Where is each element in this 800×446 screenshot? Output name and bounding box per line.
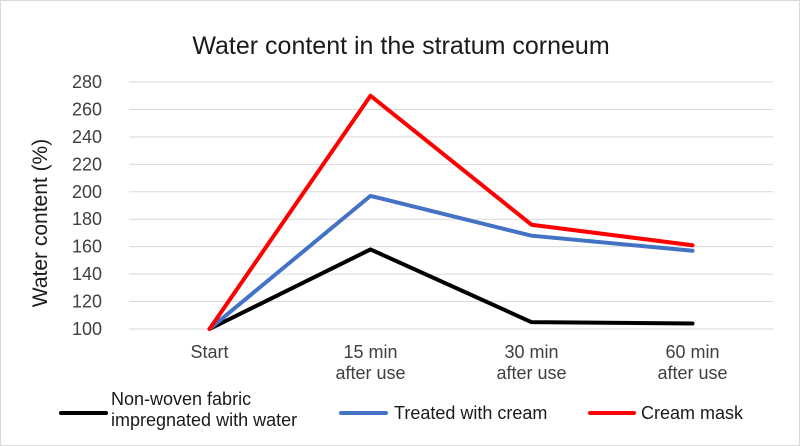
y-tick-label: 240 — [72, 127, 102, 147]
gridlines — [129, 81, 773, 330]
x-tick-label: 60 min after use — [657, 342, 727, 383]
legend-label-line: impregnated with water — [111, 410, 297, 430]
legend-label-0: Non-woven fabric impregnated with water — [111, 389, 297, 430]
y-axis-ticks: 100 120 140 160 180 200 220 240 260 280 — [72, 72, 102, 339]
legend: Non-woven fabric impregnated with water Tr… — [59, 389, 744, 430]
x-tick-label-line: Start — [190, 342, 228, 362]
x-tick-label-line: 15 min — [343, 342, 397, 362]
x-tick-label: Start — [190, 342, 228, 362]
y-tick-label: 160 — [72, 237, 102, 257]
series-lines — [207, 93, 695, 331]
legend-label-1: Treated with cream — [394, 403, 547, 423]
x-tick-label-line: after use — [335, 363, 405, 383]
legend-label-line: Non-woven fabric — [111, 389, 251, 409]
y-tick-label: 140 — [72, 264, 102, 284]
x-tick-label-line: 30 min — [504, 342, 558, 362]
x-tick-label: 30 min after use — [496, 342, 566, 383]
x-tick-label-line: 60 min — [665, 342, 719, 362]
y-tick-label: 200 — [72, 182, 102, 202]
series-line-1 — [207, 193, 695, 331]
y-tick-label: 220 — [72, 154, 102, 174]
y-tick-label: 120 — [72, 292, 102, 312]
y-axis-label: Water content (%) — [29, 139, 52, 307]
y-tick-label: 280 — [72, 72, 102, 92]
legend-label-line: Cream mask — [641, 403, 744, 423]
legend-label-line: Treated with cream — [394, 403, 547, 423]
series-line-0 — [207, 247, 695, 331]
x-tick-label-line: after use — [657, 363, 727, 383]
x-tick-label-line: after use — [496, 363, 566, 383]
series-line-2 — [207, 93, 695, 331]
x-tick-label: 15 min after use — [335, 342, 405, 383]
legend-label-2: Cream mask — [641, 403, 744, 423]
y-tick-label: 180 — [72, 209, 102, 229]
y-tick-label: 260 — [72, 99, 102, 119]
y-tick-label: 100 — [72, 319, 102, 339]
chart-title: Water content in the stratum corneum — [192, 32, 609, 60]
